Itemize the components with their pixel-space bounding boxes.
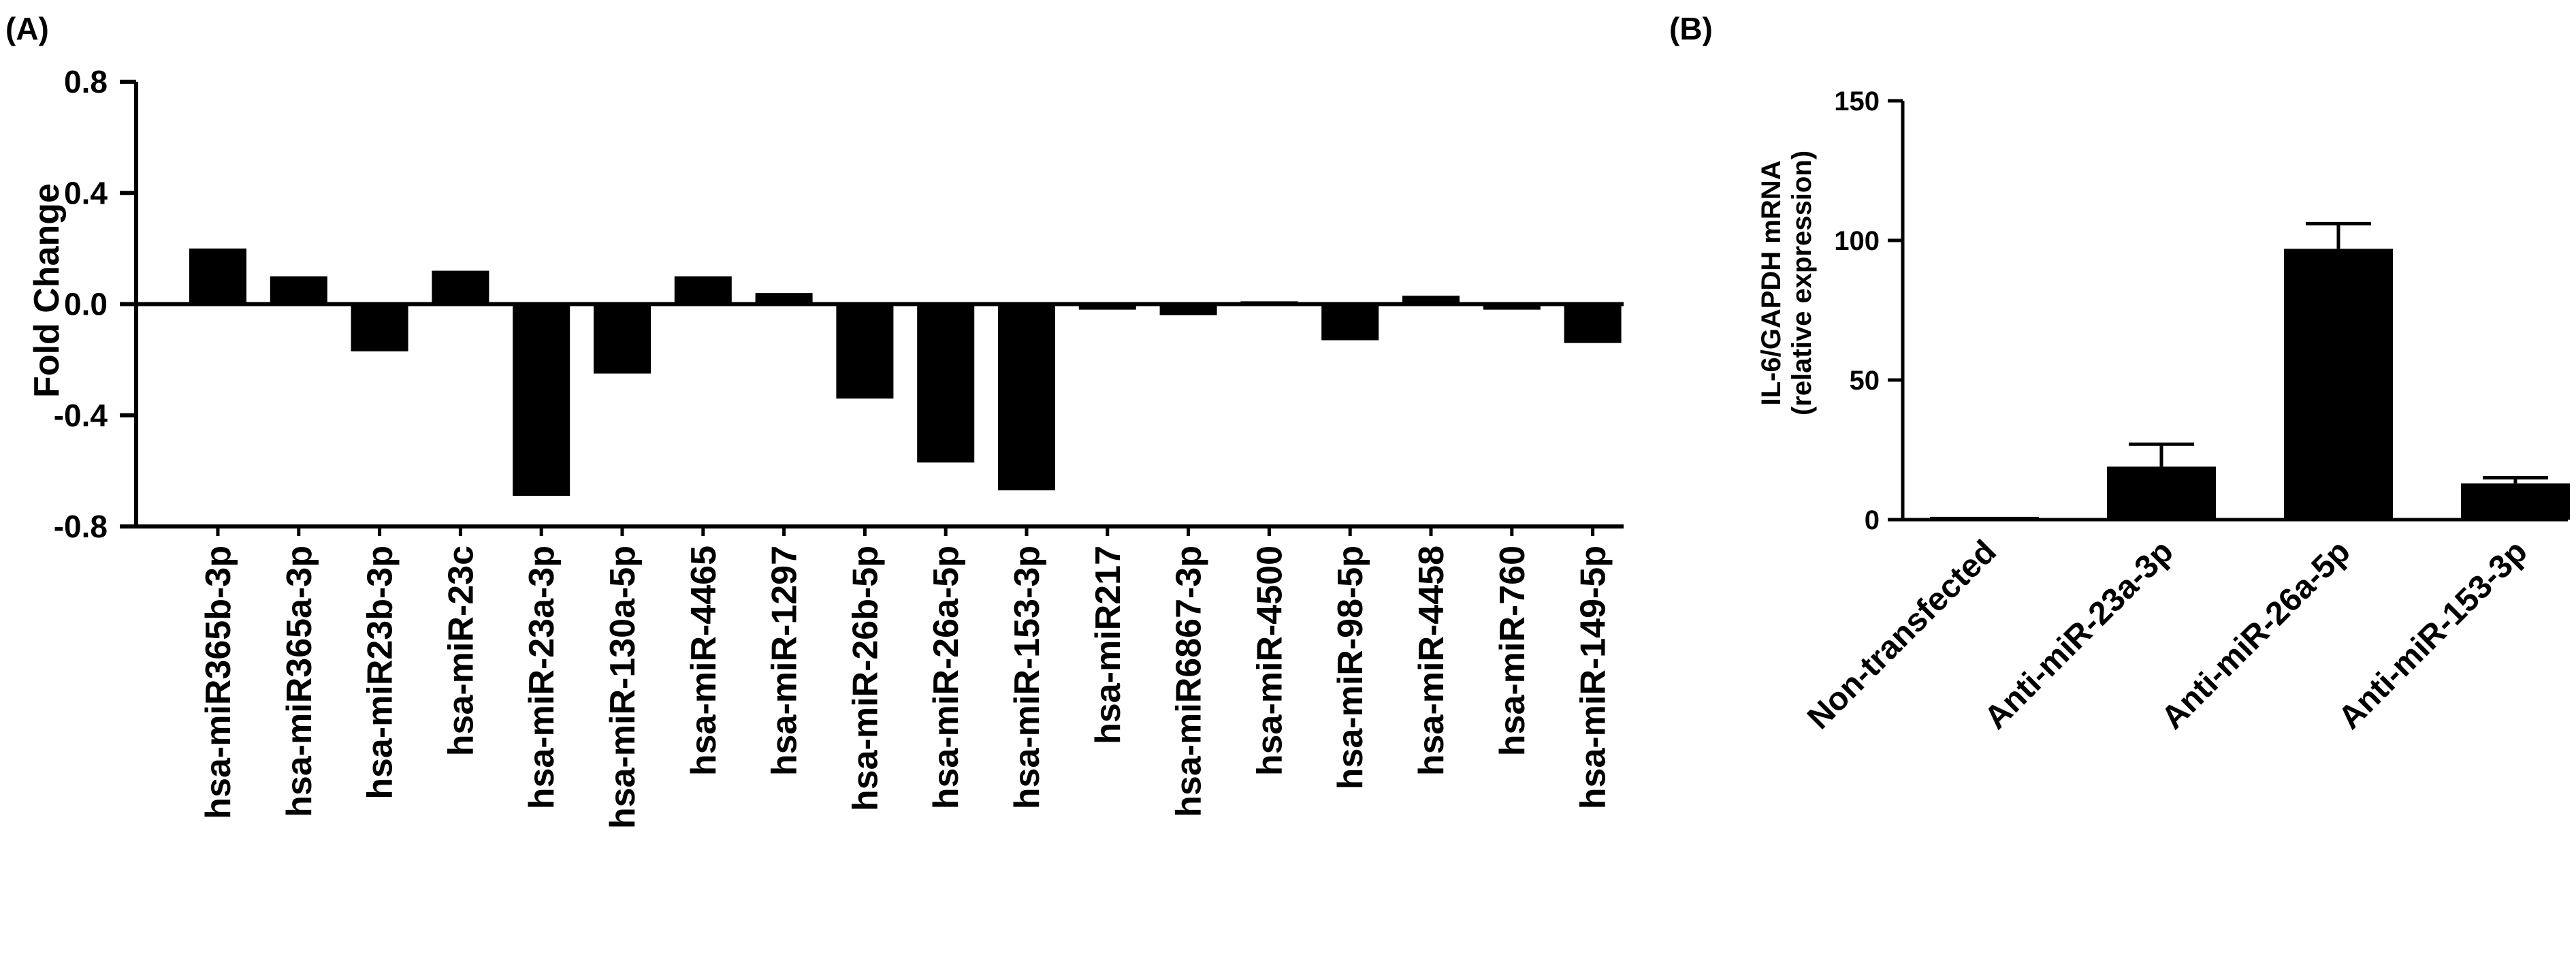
chart-a-y-tick-label: 0.8 [64,64,108,99]
chart-a-bar [917,304,975,463]
chart-b-y-tick-label: 150 [1834,86,1880,116]
chart-a-y-ticks: 0.8 0.4 0.0 -0.4 -0.8 [54,64,136,544]
chart-a-category-label: hsa-miR-760 [1493,546,1532,756]
chart-b-y-tick-label: 50 [1850,366,1880,396]
chart-b-bars [1930,221,2570,520]
chart-a-bar [513,304,570,496]
chart-a-y-tick-label: -0.4 [54,398,108,433]
chart-a-bar [1483,304,1541,310]
chart-b-y-tick-label: 0 [1865,505,1880,535]
chart-a-y-axis-title: Fold Change [27,183,67,398]
chart-b-bar [2107,467,2216,520]
chart-a-category-label: hsa-miR-23c [441,546,481,756]
chart-a-category-label: hsa-miR-149-5p [1574,546,1613,809]
chart-b-y-ticks: 0 50 100 150 [1834,86,1903,535]
chart-a-bar [755,293,813,304]
panel-b-label: (B) [1669,11,1713,46]
chart-b-y-axis-title-line-2: (relative expression) [1787,151,1817,415]
chart-b-category-label: Anti-miR-153-3p [2332,533,2534,736]
chart-a-bar [270,276,327,304]
chart-a-category-label: hsa-miR6867-3p [1170,546,1209,817]
chart-a-category-label: hsa-miR365b-3p [199,546,238,819]
chart-a-category-label: hsa-miR-26b-5p [846,546,885,811]
chart-a-y-tick-label: -0.8 [54,509,108,544]
chart-a-category-label: hsa-miR-1297 [765,546,805,776]
chart-a-bar [1402,296,1460,304]
chart-a-y-tick-label: 0.4 [64,175,108,210]
chart-b-y-axis-title-line-1: IL-6/GAPDH mRNA [1756,160,1786,405]
chart-b-y-tick-label: 100 [1834,226,1880,256]
chart-a-bar [351,304,408,351]
chart-b-bar [2461,483,2570,520]
chart-a-category-label: hsa-miR-4465 [684,546,724,776]
chart-a-bar [836,304,894,399]
chart-a-category-label: hsa-miR-153-3p [1008,546,1047,809]
chart-b-category-label: Non-transfected [1801,533,2003,736]
chart-b-bar [2284,249,2393,520]
chart-a-category-label: hsa-miR-130a-5p [603,546,643,829]
panel-a-label: (A) [5,11,49,46]
chart-a: (A) 0.80.40.0-0.4-0.8 hsa-miR365b-3p hsa-… [5,11,1624,829]
chart-a-bar [998,304,1055,490]
chart-a-category-label: hsa-miR365a-3p [280,546,319,817]
chart-a-bar [1159,304,1217,315]
chart-a-bar [1564,304,1622,343]
chart-a-category-label: hsa-miR-23a-3p [522,546,562,809]
chart-a-bar [674,276,732,304]
chart-a-category-label: hsa-miR-26a-5p [927,546,966,809]
chart-b-category-label: Anti-miR-26a-5p [2155,533,2357,736]
chart-b-category-labels: Non-transfectedAnti-miR-23a-3pAnti-miR-2… [1801,533,2534,736]
chart-a-category-label: hsa-miR23b-3p [361,546,400,800]
chart-a-bar [1321,304,1379,341]
chart-a-category-label: hsa-miR-4458 [1412,546,1451,776]
chart-a-category-labels: hsa-miR365b-3p hsa-miR365a-3p hsa-miR23b-3… [199,546,1613,829]
chart-a-category-label: hsa-miR-98-5p [1331,546,1370,789]
chart-b-category-label: Anti-miR-23a-3p [1978,533,2180,736]
chart-b: (B) 0 50 100 150 Non-transfectedAnti-miR-23… [1669,11,2570,736]
chart-a-bar [432,270,489,304]
chart-a-y-tick-label: 0.0 [64,287,108,322]
chart-a-category-label: hsa-miR-4500 [1250,546,1289,776]
chart-a-bars [189,248,1622,536]
chart-a-bar [189,248,246,304]
chart-a-bar [594,304,651,374]
chart-a-bar [1078,304,1136,310]
chart-a-category-label: hsa-miR217 [1089,546,1128,744]
